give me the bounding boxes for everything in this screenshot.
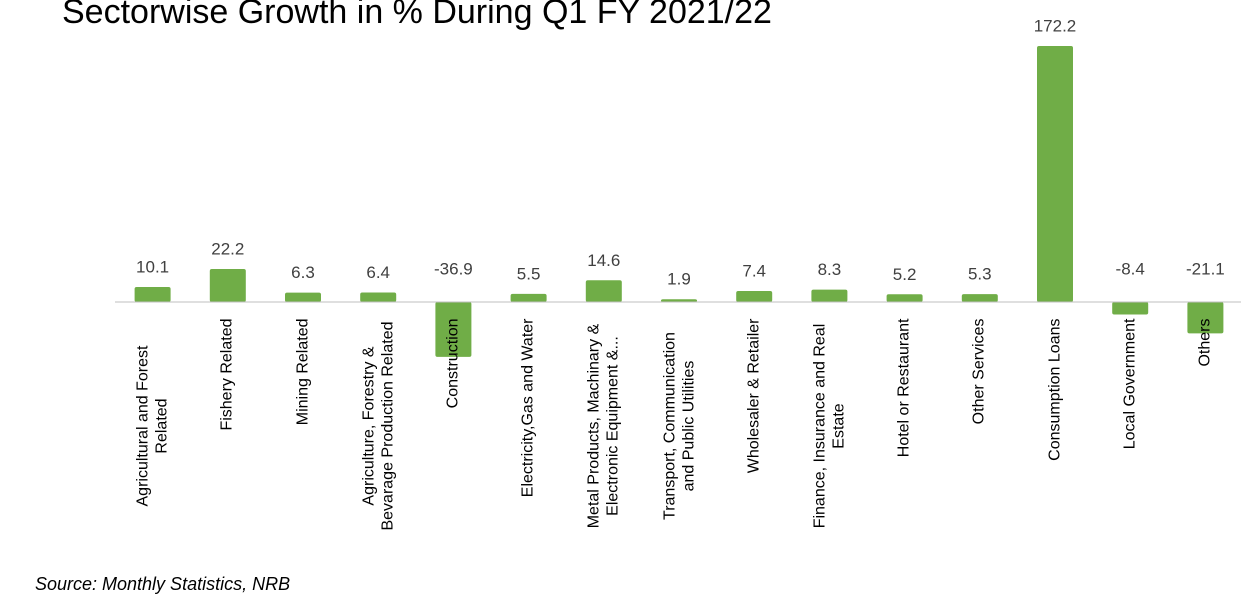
bar [961, 294, 998, 303]
data-label: 14.6 [587, 251, 620, 270]
category-text: Hotel or Restaurant [896, 318, 913, 457]
bar [886, 294, 923, 303]
data-label: 5.5 [517, 264, 541, 283]
x-tick-label: Transport, Communication and Public Util… [644, 318, 714, 593]
x-tick-label: Metal Products, Machinary & Electronic E… [569, 318, 639, 593]
chart-title: Sectorwise Growth in % During Q1 FY 2021… [62, 0, 772, 31]
bar [510, 293, 547, 303]
bar [811, 289, 848, 303]
category-text: Wholesaler & Retailer [745, 318, 763, 473]
x-tick-label: Hotel or Restaurant [870, 318, 940, 593]
data-label: 1.9 [667, 270, 691, 289]
data-label: -8.4 [1116, 260, 1145, 279]
bar [435, 302, 472, 357]
bar [360, 292, 397, 303]
x-tick-label: Local Government [1095, 318, 1165, 593]
data-label: 5.3 [968, 265, 992, 284]
source-note: Source: Monthly Statistics, NRB [35, 574, 290, 594]
x-tick-label: Agricultural and Forest Related [118, 318, 188, 593]
x-tick-label: Construction [418, 318, 488, 593]
bar [736, 291, 773, 303]
bar [1187, 302, 1224, 334]
bar [585, 280, 622, 303]
data-label: 8.3 [818, 260, 842, 279]
category-text: Agricultural and Forest Related [134, 345, 171, 506]
bar [1037, 45, 1073, 303]
x-tick-label: Fishery Related [193, 318, 263, 593]
x-tick-label: Other Services [945, 318, 1015, 593]
bar [134, 287, 171, 303]
bar [661, 299, 697, 303]
data-label: 7.4 [742, 262, 766, 281]
x-tick-label: Consumption Loans [1020, 318, 1090, 593]
data-label: 6.4 [366, 263, 390, 282]
data-label: -21.1 [1186, 260, 1225, 279]
x-tick-label: Others [1170, 318, 1240, 593]
x-tick-label: Electricity,Gas and Water [494, 318, 564, 593]
bar [209, 269, 246, 303]
bar [1112, 302, 1149, 315]
data-label: -36.9 [434, 260, 473, 279]
data-label: 5.2 [893, 265, 917, 284]
x-tick-label: Agriculture, Forestry & Bevarage Product… [343, 318, 413, 593]
category-text: Construction [444, 318, 462, 408]
x-tick-label: Mining Related [268, 318, 338, 593]
data-label: 10.1 [136, 257, 169, 276]
data-label: 172.2 [1034, 16, 1077, 35]
data-label: 22.2 [211, 239, 244, 258]
category-text: Local Government [1121, 318, 1139, 449]
category-text: Consumption Loans [1046, 318, 1064, 461]
x-tick-label: Finance, Insurance and Real Estate [794, 318, 864, 593]
bar [285, 292, 321, 303]
category-text: Electricity,Gas and Water [520, 318, 537, 497]
category-text: Fishery Related [219, 318, 237, 431]
category-text: Other Services [971, 318, 989, 424]
category-text: Metal Products, Machinary & Electronic E… [585, 323, 622, 528]
category-text: Others [1196, 318, 1214, 367]
x-tick-label: Wholesaler & Retailer [719, 318, 789, 593]
data-label: 6.3 [291, 263, 315, 282]
category-text: Transport, Communication and Public Util… [660, 331, 697, 520]
category-text: Mining Related [294, 318, 312, 425]
category-text: Finance, Insurance and Real Estate [811, 323, 848, 528]
category-text: Agriculture, Forestry & Bevarage Product… [360, 320, 397, 531]
